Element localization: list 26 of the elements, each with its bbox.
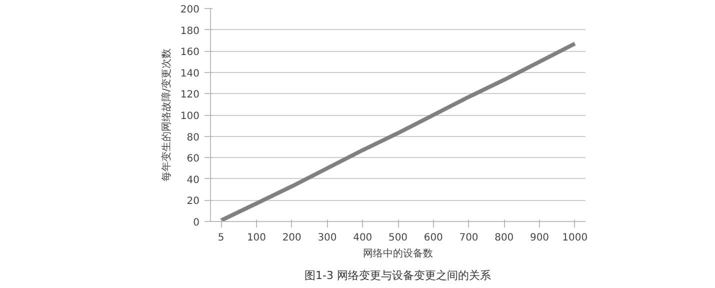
y-tick-label: 180 xyxy=(180,26,200,37)
x-tick-label: 800 xyxy=(494,232,514,244)
x-tick-label: 400 xyxy=(353,232,372,244)
x-tick-label: 100 xyxy=(246,232,266,244)
y-tick-label: 200 xyxy=(180,4,200,16)
x-tick-label: 600 xyxy=(424,232,443,244)
x-tick-label: 5 xyxy=(218,232,224,244)
y-tick-label: 40 xyxy=(186,174,200,186)
y-tick-label: 60 xyxy=(186,154,200,165)
x-tick-label: 700 xyxy=(459,232,478,244)
x-tick-label: 300 xyxy=(318,232,337,244)
y-tick-label: 80 xyxy=(186,132,200,144)
y-tick-label: 100 xyxy=(180,111,200,122)
y-tick-label: 0 xyxy=(193,218,200,228)
x-axis-title: 网络中的设备数 xyxy=(363,248,433,260)
y-tick-label: 140 xyxy=(180,68,200,80)
y-axis-title: 每年变生的网络故障/变更次数 xyxy=(160,48,172,182)
line-series xyxy=(219,42,577,222)
y-tick-label: 160 xyxy=(180,47,200,58)
x-tick-label: 1000 xyxy=(562,232,588,244)
caption: 图1-3 网络变更与设备变更之间的关系 xyxy=(304,269,491,282)
x-tick-label: 500 xyxy=(388,232,408,244)
y-tick-label: 120 xyxy=(180,90,200,101)
y-tick-label: 20 xyxy=(186,196,200,208)
x-tick-label: 200 xyxy=(282,232,302,244)
x-tick-label: 900 xyxy=(530,232,550,244)
